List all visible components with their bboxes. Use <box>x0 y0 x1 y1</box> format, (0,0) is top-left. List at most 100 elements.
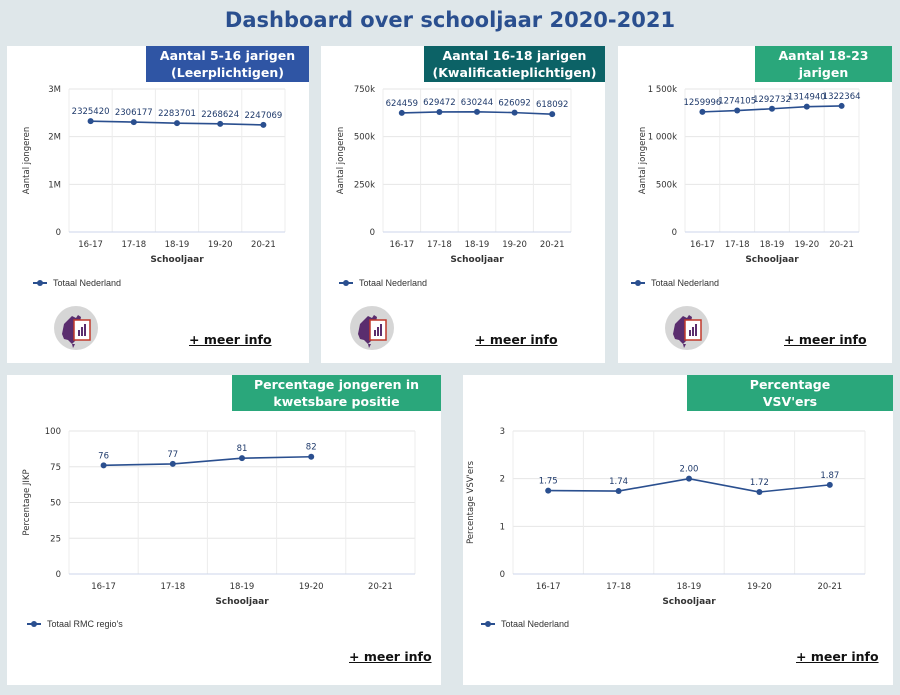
data-label: 1322364 <box>823 92 861 102</box>
data-point <box>699 108 706 115</box>
x-tick-label: 19-20 <box>794 240 819 250</box>
legend-item[interactable]: Totaal Nederland <box>631 278 719 288</box>
x-tick-label: 20-21 <box>251 240 276 250</box>
data-label: 2.00 <box>680 465 699 475</box>
y-tick-label: 750k <box>354 85 375 95</box>
y-tick-label: 0 <box>56 570 61 580</box>
data-label: 2268624 <box>201 110 239 120</box>
card-header-line: Percentage <box>749 377 831 392</box>
legend-item[interactable]: Totaal Nederland <box>33 278 121 288</box>
data-point <box>838 102 845 109</box>
data-point <box>398 109 405 116</box>
data-point <box>826 481 833 488</box>
y-tick-label: 0 <box>370 228 375 238</box>
y-tick-label: 1 500k <box>648 85 677 95</box>
x-axis-title: Schooljaar <box>450 255 504 265</box>
data-label: 629472 <box>423 98 455 108</box>
meer-info-link[interactable]: + meer info <box>796 649 879 664</box>
data-point <box>87 118 94 125</box>
data-point <box>803 103 810 110</box>
data-label: 1.75 <box>539 477 558 487</box>
y-tick-label: 25 <box>50 534 61 544</box>
y-axis-title: Percentage JIKP <box>22 469 32 535</box>
y-tick-label: 1M <box>48 180 61 190</box>
y-tick-label: 250k <box>354 180 375 190</box>
data-point <box>511 109 518 116</box>
data-point <box>169 460 176 467</box>
data-point <box>100 462 107 469</box>
data-label: 624459 <box>386 99 418 109</box>
data-label: 630244 <box>461 98 493 108</box>
card-header: Percentage jongeren in kwetsbare positie <box>232 375 441 411</box>
card-header: Aantal 18-23 jarigen <box>755 46 892 82</box>
x-axis-title: Schooljaar <box>745 255 799 265</box>
legend-item[interactable]: Totaal Nederland <box>481 619 569 629</box>
y-tick-label: 75 <box>50 463 61 473</box>
card-header-line: (Leerplichtigen) <box>171 65 284 80</box>
legend-marker-icon <box>33 279 47 287</box>
x-tick-label: 16-17 <box>536 582 561 592</box>
x-tick-label: 16-17 <box>78 240 103 250</box>
y-tick-label: 0 <box>500 570 505 580</box>
meer-info-link[interactable]: + meer info <box>475 332 558 347</box>
dashboard-card-3: Aantal 18-23 jarigen 0 500k 1 000k 1 500k 16-1… <box>618 46 892 363</box>
x-axis-title: Schooljaar <box>150 255 204 265</box>
x-tick-label: 20-21 <box>540 240 565 250</box>
data-point <box>260 121 267 128</box>
page-title: Dashboard over schooljaar 2020-2021 <box>224 8 676 32</box>
x-tick-label: 18-19 <box>230 582 255 592</box>
legend-marker-icon <box>631 279 645 287</box>
legend-marker-icon <box>27 620 41 628</box>
report-map-icon[interactable] <box>54 306 98 350</box>
legend-label: Totaal Nederland <box>651 278 720 288</box>
x-tick-label: 20-21 <box>368 582 393 592</box>
x-tick-label: 19-20 <box>208 240 233 250</box>
x-tick-label: 17-18 <box>160 582 185 592</box>
x-tick-label: 18-19 <box>760 240 785 250</box>
x-tick-label: 20-21 <box>817 582 842 592</box>
y-tick-label: 100 <box>45 427 61 437</box>
report-map-icon[interactable] <box>665 306 709 350</box>
y-tick-label: 50 <box>50 499 61 509</box>
data-label: 618092 <box>536 100 568 110</box>
x-tick-label: 17-18 <box>606 582 631 592</box>
data-point <box>174 120 180 127</box>
y-axis-title: Aantal jongeren <box>22 127 32 195</box>
y-tick-label: 3 <box>500 427 505 437</box>
dashboard-card-2: Aantal 16-18 jarigen (Kwalificatieplichti… <box>321 46 605 363</box>
card-header: Aantal 16-18 jarigen (Kwalificatieplichti… <box>424 46 605 82</box>
x-tick-label: 18-19 <box>165 240 190 250</box>
meer-info-link[interactable]: + meer info <box>349 649 432 664</box>
data-point <box>308 453 315 460</box>
data-point <box>686 475 692 482</box>
data-label: 1292732 <box>753 95 791 105</box>
legend-label: Totaal Nederland <box>359 278 428 288</box>
card-header-line: Aantal 16-18 jarigen <box>442 48 587 63</box>
y-tick-label: 2M <box>48 133 61 143</box>
meer-info-link[interactable]: + meer info <box>189 332 272 347</box>
data-label: 76 <box>98 451 109 461</box>
report-map-icon[interactable] <box>350 306 394 350</box>
data-label: 1.74 <box>609 477 628 487</box>
legend-marker-icon <box>481 620 495 628</box>
data-point <box>756 489 763 496</box>
meer-info-link[interactable]: + meer info <box>784 332 867 347</box>
data-label: 1274105 <box>718 97 756 107</box>
x-tick-label: 17-18 <box>725 240 750 250</box>
x-tick-label: 16-17 <box>690 240 715 250</box>
data-label: 1259996 <box>683 98 721 108</box>
x-tick-label: 19-20 <box>299 582 324 592</box>
x-tick-label: 18-19 <box>677 582 702 592</box>
legend-item[interactable]: Totaal Nederland <box>339 278 427 288</box>
x-tick-label: 16-17 <box>91 582 116 592</box>
line-chart: 0 250k 500k 750k 16-17 17-18 18-19 19-20 20-21 Sc… <box>336 85 572 265</box>
legend-item[interactable]: Totaal RMC regio's <box>27 619 123 629</box>
x-tick-label: 19-20 <box>502 240 527 250</box>
dashboard-card-4: Percentage jongeren in kwetsbare positie 0… <box>7 375 441 685</box>
data-point <box>734 107 741 114</box>
y-tick-label: 0 <box>56 228 61 238</box>
data-point <box>545 487 552 494</box>
x-tick-label: 19-20 <box>747 582 772 592</box>
x-axis-title: Schooljaar <box>662 597 716 607</box>
y-tick-label: 3M <box>48 85 61 95</box>
